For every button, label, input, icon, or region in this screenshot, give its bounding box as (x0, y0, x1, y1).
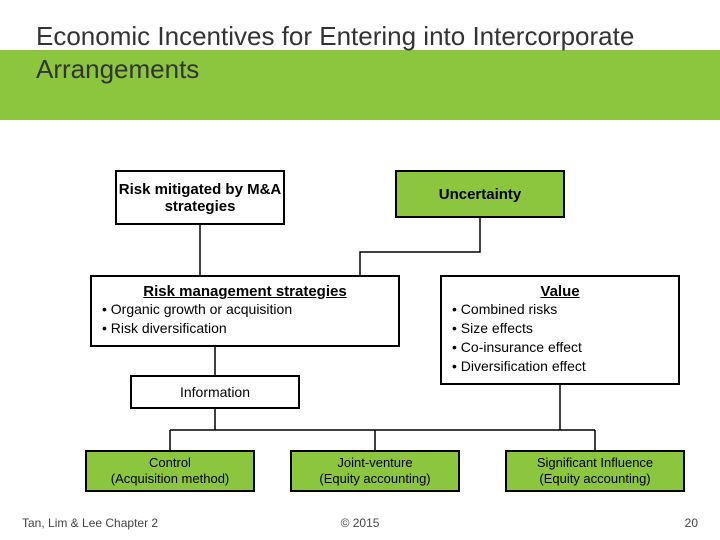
jv-line1: Joint-venture (337, 455, 412, 471)
box-jointventure: Joint-venture (Equity accounting) (290, 450, 460, 492)
risk-mgmt-heading: Risk management strategies (143, 283, 346, 300)
control-line1: Control (149, 455, 191, 471)
value-bullet: • Combined risks (452, 300, 557, 319)
box-information: Information (130, 375, 300, 409)
jv-line2: (Equity accounting) (319, 471, 430, 487)
box-risk-mitigated: Risk mitigated by M&A strategies (115, 170, 285, 225)
footer-center: © 2015 (341, 516, 380, 530)
footer-right: 20 (685, 516, 698, 530)
box-control: Control (Acquisition method) (85, 450, 255, 492)
box-siginfluence: Significant Influence (Equity accounting… (505, 450, 685, 492)
box-risk-mgmt: Risk management strategies • Organic gro… (90, 275, 400, 347)
page-title: Economic Incentives for Entering into In… (36, 20, 686, 85)
box-uncertainty-label: Uncertainty (439, 186, 522, 203)
si-line2: (Equity accounting) (539, 471, 650, 487)
value-heading: Value (540, 283, 579, 300)
box-value: Value • Combined risks • Size effects • … (440, 275, 680, 385)
si-line1: Significant Influence (537, 455, 653, 471)
box-risk-mitigated-label: Risk mitigated by M&A strategies (117, 181, 283, 215)
footer-left: Tan, Lim & Lee Chapter 2 (22, 516, 158, 530)
box-information-label: Information (180, 384, 250, 400)
risk-mgmt-bullet: • Organic growth or acquisition (102, 300, 292, 319)
value-bullet: • Diversification effect (452, 357, 586, 376)
value-bullet: • Size effects (452, 319, 533, 338)
value-bullet: • Co-insurance effect (452, 338, 582, 357)
control-line2: (Acquisition method) (111, 471, 230, 487)
box-uncertainty: Uncertainty (395, 170, 565, 218)
risk-mgmt-bullet: • Risk diversification (102, 319, 227, 338)
